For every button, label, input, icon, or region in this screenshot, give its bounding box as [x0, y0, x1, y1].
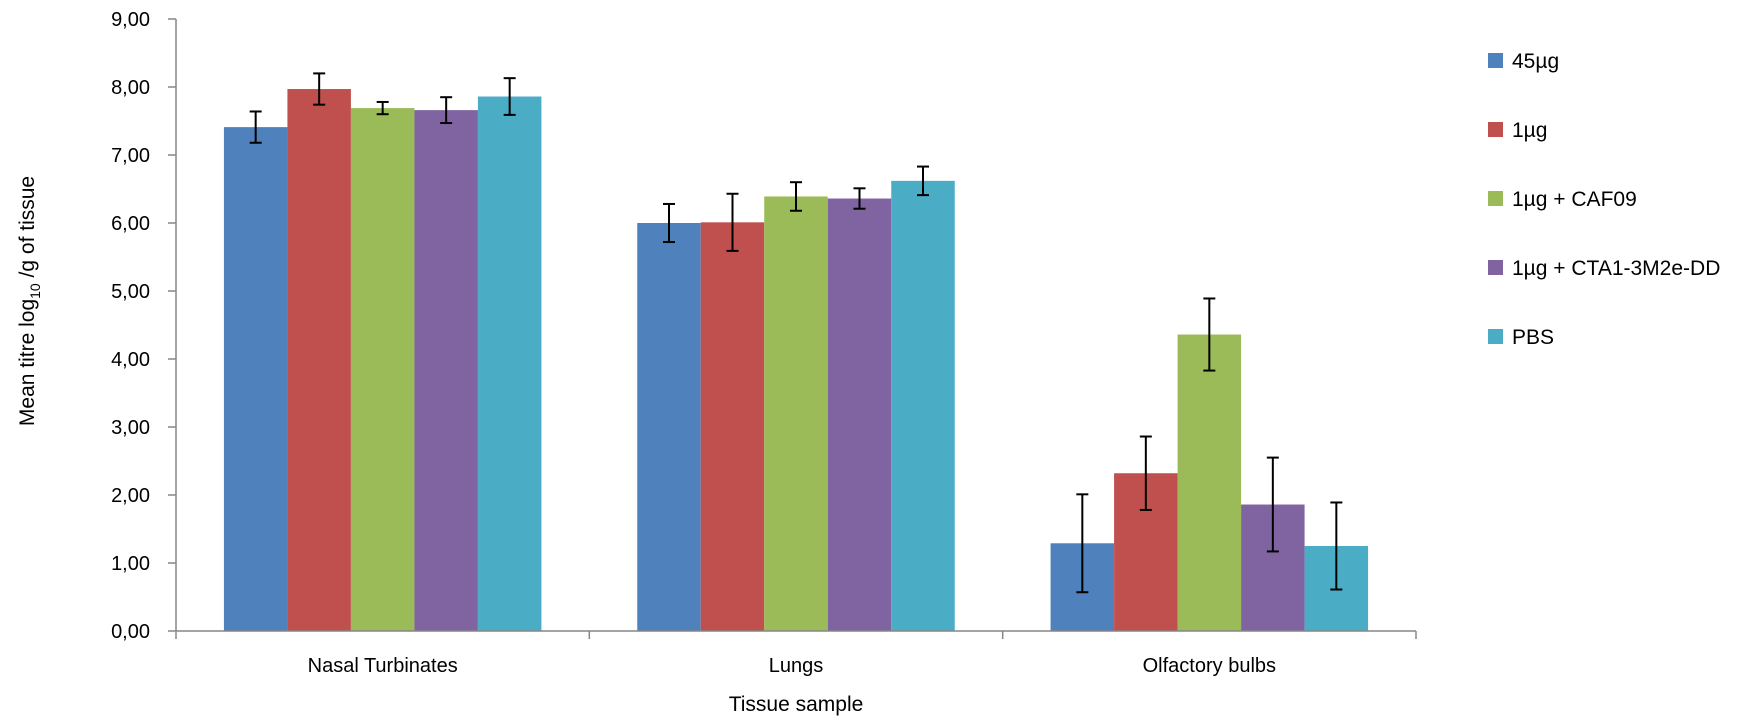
legend-label: 1µg + CTA1-3M2e-DD: [1512, 257, 1720, 280]
y-tick-label: 3,00: [111, 417, 150, 439]
bar: [287, 89, 351, 632]
y-tick-label: 2,00: [111, 485, 150, 507]
legend-swatch: [1488, 260, 1503, 275]
x-tick-label: Olfactory bulbs: [1143, 655, 1276, 677]
y-axis-title-main: Mean titre log: [16, 299, 39, 426]
y-tick-label: 1,00: [111, 553, 150, 575]
bar: [764, 196, 828, 632]
y-tick-label: 6,00: [111, 213, 150, 235]
bar: [350, 108, 415, 631]
legend-label: 1µg + CAF09: [1512, 188, 1637, 211]
bar: [414, 110, 478, 632]
y-axis-title-subscript: 10: [27, 283, 43, 299]
y-tick-label: 4,00: [111, 349, 150, 371]
bar: [1177, 334, 1242, 631]
plot-area: 0,00 1,00 2,00 3,00 4,00 5,00 6,00 7,00 8,00 9,00…: [111, 9, 1417, 677]
bar: [827, 198, 892, 631]
legend-label: 1µg: [1512, 119, 1547, 142]
bar: [891, 180, 955, 631]
y-tick-label: 5,00: [111, 281, 150, 303]
legend-swatch: [1488, 191, 1503, 206]
x-tick-label: Nasal Turbinates: [308, 655, 458, 677]
x-axis-title: Tissue sample: [729, 693, 864, 716]
y-tick-label: 7,00: [111, 145, 150, 167]
legend: 45µg 1µg 1µg + CAF09 1µg + CTA1-3M2e-DD PBS: [1488, 50, 1720, 349]
legend-label: PBS: [1512, 326, 1554, 349]
bar: [477, 96, 542, 631]
x-tick-label: Lungs: [769, 655, 824, 677]
y-tick-label: 8,00: [111, 77, 150, 99]
y-tick-label: 9,00: [111, 9, 150, 31]
legend-swatch: [1488, 122, 1503, 137]
legend-swatch: [1488, 53, 1503, 68]
y-axis-title-rest: /g of tissue: [16, 176, 39, 283]
bar: [637, 223, 701, 631]
y-tick-label: 0,00: [111, 621, 150, 643]
legend-swatch: [1488, 329, 1503, 344]
y-axis-title: Mean titre log10 /g of tissue: [16, 176, 43, 426]
legend-label: 45µg: [1512, 50, 1559, 73]
bar: [700, 222, 765, 631]
bar: [223, 127, 288, 632]
